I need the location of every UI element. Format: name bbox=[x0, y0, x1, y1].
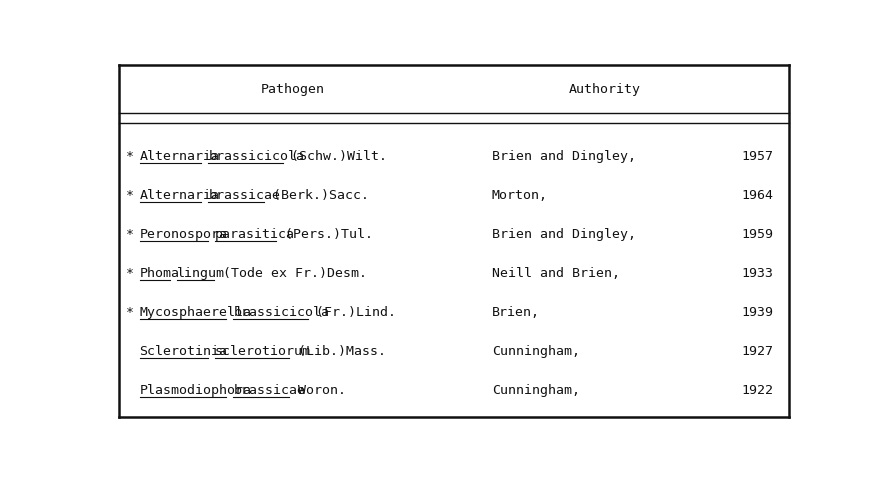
Text: Woron.: Woron. bbox=[290, 384, 346, 397]
Text: Brien and Dingley,: Brien and Dingley, bbox=[492, 150, 636, 163]
Text: brassicicola: brassicicola bbox=[233, 306, 330, 319]
Text: Mycosphaerella: Mycosphaerella bbox=[140, 306, 252, 319]
Text: 1964: 1964 bbox=[742, 189, 773, 202]
Text: (Berk.)Sacc.: (Berk.)Sacc. bbox=[265, 189, 369, 202]
Text: *: * bbox=[126, 189, 134, 202]
Text: (Pers.)Tul.: (Pers.)Tul. bbox=[277, 228, 373, 240]
Text: (Tode ex Fr.)Desm.: (Tode ex Fr.)Desm. bbox=[214, 267, 367, 280]
Text: Alternaria: Alternaria bbox=[140, 150, 220, 163]
Text: Morton,: Morton, bbox=[492, 189, 548, 202]
Text: Alternaria: Alternaria bbox=[140, 189, 220, 202]
Text: Peronospora: Peronospora bbox=[140, 228, 228, 240]
Text: Cunningham,: Cunningham, bbox=[492, 345, 579, 358]
Text: parasitica: parasitica bbox=[214, 228, 294, 240]
Text: Brien,: Brien, bbox=[492, 306, 540, 319]
Text: (Fr.)Lind.: (Fr.)Lind. bbox=[308, 306, 396, 319]
Text: Sclerotinia: Sclerotinia bbox=[140, 345, 228, 358]
Text: Neill and Brien,: Neill and Brien, bbox=[492, 267, 620, 280]
Text: 1933: 1933 bbox=[742, 267, 773, 280]
Text: brassicae: brassicae bbox=[208, 189, 280, 202]
Text: Cunningham,: Cunningham, bbox=[492, 384, 579, 397]
Text: lingum: lingum bbox=[177, 267, 225, 280]
Text: 1939: 1939 bbox=[742, 306, 773, 319]
Text: Authority: Authority bbox=[569, 83, 641, 96]
Text: 1927: 1927 bbox=[742, 345, 773, 358]
Text: (Lib.)Mass.: (Lib.)Mass. bbox=[290, 345, 385, 358]
Text: *: * bbox=[126, 228, 134, 240]
Text: 1922: 1922 bbox=[742, 384, 773, 397]
Text: *: * bbox=[126, 267, 134, 280]
Text: brassicicola: brassicicola bbox=[208, 150, 304, 163]
Text: Plasmodiophora: Plasmodiophora bbox=[140, 384, 252, 397]
Text: 1957: 1957 bbox=[742, 150, 773, 163]
Text: Pathogen: Pathogen bbox=[260, 83, 324, 96]
Text: Phoma: Phoma bbox=[140, 267, 180, 280]
Text: 1959: 1959 bbox=[742, 228, 773, 240]
Text: Brien and Dingley,: Brien and Dingley, bbox=[492, 228, 636, 240]
Text: sclerotiorum: sclerotiorum bbox=[214, 345, 311, 358]
Text: *: * bbox=[126, 306, 134, 319]
Text: brassicae: brassicae bbox=[233, 384, 306, 397]
Text: (Schw.)Wilt.: (Schw.)Wilt. bbox=[284, 150, 387, 163]
Text: *: * bbox=[126, 150, 134, 163]
